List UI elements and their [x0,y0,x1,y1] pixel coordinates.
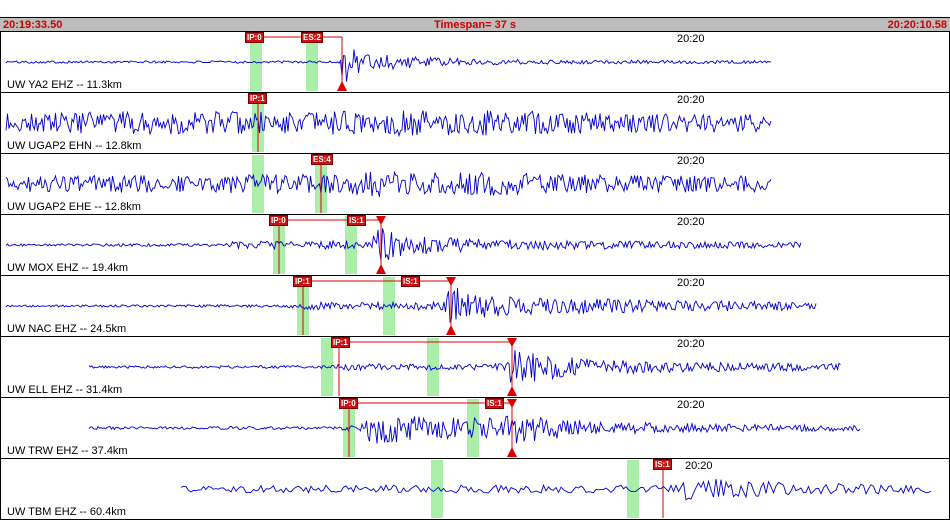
pick-uncertainty-band [383,277,395,335]
station-label: UW MOX EHZ -- 19.4km [7,262,129,274]
station-label: UW UGAP2 EHN -- 12.8km [7,140,142,152]
window-start-time: 20:19:33.50 [3,19,63,31]
phase-pick-flag[interactable]: IP:0 [339,398,358,409]
station-label: UW UGAP2 EHE -- 12.8km [7,201,141,213]
minute-label: 20:20 [677,399,705,411]
seismogram-waveform [5,49,772,82]
pick-marker-triangle[interactable] [507,399,517,408]
pick-marker-triangle[interactable] [507,447,517,457]
window-end-time: 20:20:10.58 [887,19,947,31]
phase-pick-flag[interactable]: IS:1 [401,276,420,287]
waveform-plot[interactable] [1,32,949,92]
waveform-plot[interactable] [1,154,949,214]
pick-uncertainty-band [345,216,357,274]
seismogram-waveform [88,415,861,444]
time-bar: 20:19:33.50 Timespan= 37 s 20:20:10.58 [0,17,950,32]
minute-label: 20:20 [677,94,705,106]
minute-label: 20:20 [677,216,705,228]
trace-panel-2: IP:1 20:20 UW UGAP2 EHN -- 12.8km [1,93,949,154]
phase-pick-flag[interactable]: IP:0 [245,32,264,43]
pick-marker-triangle[interactable] [507,386,517,396]
waveform-plot[interactable] [1,337,949,397]
trace-panels-container: IP:0 ES:2 20:20 UW YA2 EHZ -- 11.3km IP:1 20:… [0,32,950,520]
seismogram-waveform [180,479,932,501]
seismogram-waveform [5,287,817,324]
waveform-plot[interactable] [1,215,949,275]
seismogram-waveform [5,170,772,198]
trace-panel-8: IS:1 20:20 UW TBM EHZ -- 60.4km [1,459,949,520]
waveform-plot[interactable] [1,459,949,519]
waveform-plot[interactable] [1,93,949,153]
trace-panel-3: ES:4 20:20 UW UGAP2 EHE -- 12.8km [1,154,949,215]
minute-label: 20:20 [685,460,713,472]
phase-pick-flag[interactable]: ES:4 [311,154,333,165]
waveform-plot[interactable] [1,276,949,336]
station-label: UW YA2 EHZ -- 11.3km [7,79,122,91]
trace-panel-7: IP:0 IS:1 20:20 UW TRW EHZ -- 37.4km [1,398,949,459]
phase-pick-flag[interactable]: IP:1 [293,276,312,287]
station-label: UW NAC EHZ -- 24.5km [7,323,127,335]
minute-label: 20:20 [677,277,705,289]
pick-marker-triangle[interactable] [376,216,386,225]
trace-panel-6: IP:1 20:20 UW ELL EHZ -- 31.4km [1,337,949,398]
station-label: UW ELL EHZ -- 31.4km [7,384,123,396]
pick-uncertainty-band [627,460,639,518]
station-label: UW TRW EHZ -- 37.4km [7,445,128,457]
trace-panel-5: IP:1 IS:1 20:20 UW NAC EHZ -- 24.5km [1,276,949,337]
phase-pick-flag[interactable]: IS:1 [347,215,366,226]
minute-label: 20:20 [677,338,705,350]
pick-marker-triangle[interactable] [337,81,347,91]
phase-pick-flag[interactable]: IP:0 [269,215,288,226]
event-header-bar: 61409256 UW 2018-07-16 20:19:40.77 46.62… [0,0,950,17]
pick-marker-triangle[interactable] [376,264,386,274]
trace-panel-4: IP:0 IS:1 20:20 UW MOX EHZ -- 19.4km [1,215,949,276]
minute-label: 20:20 [677,33,705,45]
pick-marker-triangle[interactable] [507,338,517,347]
timespan-label: Timespan= 37 s [433,19,517,31]
phase-pick-flag[interactable]: ES:2 [301,32,323,43]
trace-panel-1: IP:0 ES:2 20:20 UW YA2 EHZ -- 11.3km [1,32,949,93]
phase-pick-flag[interactable]: IS:1 [485,398,504,409]
phase-pick-flag[interactable]: IP:1 [331,337,350,348]
seismogram-waveform [5,110,772,138]
seismogram-waveform [5,228,802,262]
station-label: UW TBM EHZ -- 60.4km [7,506,126,518]
pick-marker-triangle[interactable] [446,277,456,286]
pick-uncertainty-band [427,338,439,396]
phase-pick-flag[interactable]: IS:1 [653,459,672,470]
phase-pick-flag[interactable]: IP:1 [248,93,267,104]
seismogram-waveform [88,350,841,383]
pick-uncertainty-band [321,338,333,396]
pick-marker-triangle[interactable] [446,325,456,335]
minute-label: 20:20 [677,155,705,167]
pick-uncertainty-band [252,155,264,213]
waveform-plot[interactable] [1,398,949,458]
